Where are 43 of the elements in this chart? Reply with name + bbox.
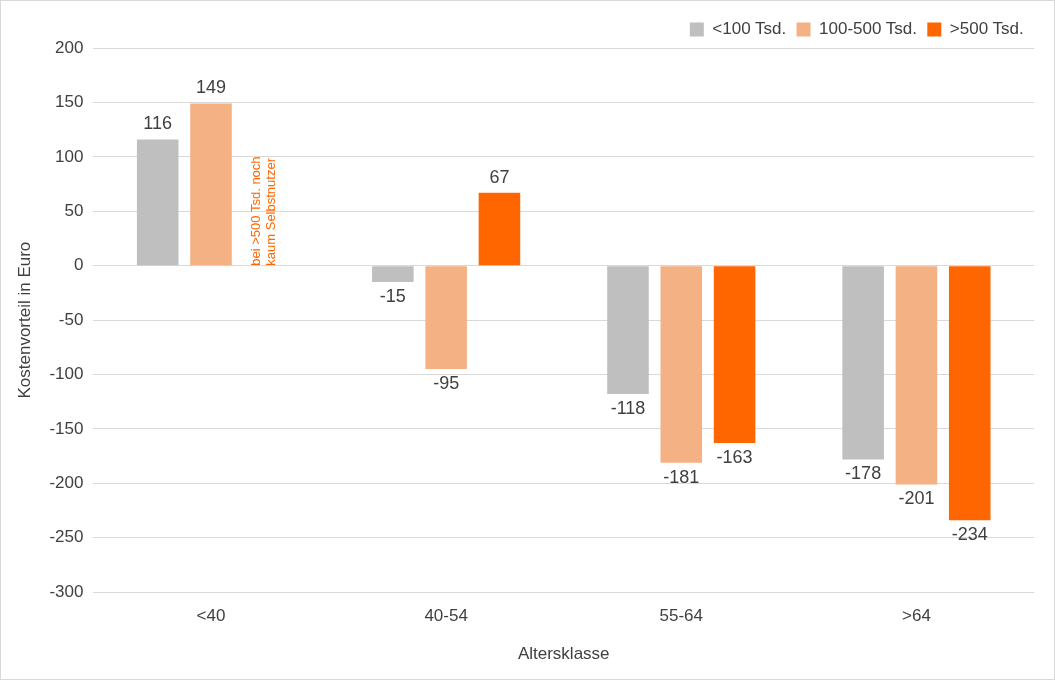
data-label: 67 [489,166,510,187]
bar [948,266,991,521]
data-label: -178 [845,463,882,484]
data-label: -201 [898,488,935,509]
y-tick-label: -150 [49,418,84,438]
y-tick-label: 100 [55,146,84,166]
x-tick-label: >64 [902,606,931,626]
data-label: -163 [716,447,753,468]
bar [136,139,179,266]
x-axis-title: Altersklasse [517,644,610,664]
legend-label: 100-500 Tsd. [819,19,917,39]
bar [190,103,232,266]
y-tick-label: -200 [49,473,84,493]
y-tick-label: -250 [49,527,84,547]
x-tick-label: 40-54 [424,606,468,626]
data-label: -95 [433,373,460,394]
data-label: -181 [663,466,700,487]
y-tick-label: -300 [49,581,84,601]
data-label: -118 [610,398,646,419]
legend-label: >500 Tsd. [949,19,1024,39]
bar [372,266,414,283]
data-label: 116 [143,113,173,134]
bar [713,266,756,444]
y-tick-label: 0 [73,255,84,275]
data-label: 149 [195,77,227,98]
x-tick-label: 55-64 [659,606,704,626]
bar [478,192,521,266]
y-axis-title: Kostenvorteil in Euro [14,241,34,399]
data-label: -234 [951,524,988,545]
y-tick-label: 50 [64,200,84,220]
annotation: bei >500 Tsd. noch kaum Selbstnutzer [248,156,279,266]
y-tick-label: -50 [58,309,84,329]
bar [842,266,884,460]
bar [607,266,649,395]
bar [660,266,703,463]
bar [425,266,467,370]
x-tick-label: <40 [196,606,226,626]
data-label: -15 [379,285,406,306]
legend-label: <100 Tsd. [712,19,787,39]
y-tick-label: 200 [55,37,84,57]
y-tick-label: -100 [49,364,84,384]
bar [895,266,938,485]
y-tick-label: 150 [55,92,84,112]
